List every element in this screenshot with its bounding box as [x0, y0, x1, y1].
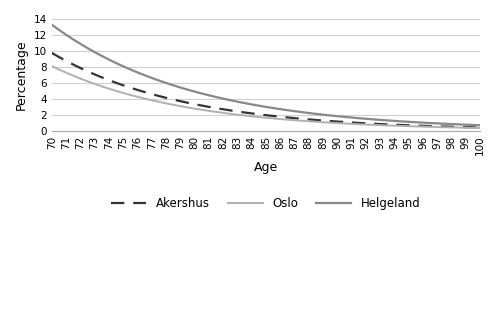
Akershus [437, 124, 443, 128]
Y-axis label: Percentage: Percentage [15, 39, 28, 110]
Helgeland [410, 120, 416, 124]
Helgeland [302, 111, 308, 114]
X-axis label: Age: Age [254, 161, 278, 174]
Akershus [48, 51, 54, 55]
Oslo [302, 119, 308, 123]
Helgeland [311, 112, 317, 116]
Legend: Akershus, Oslo, Helgeland: Akershus, Oslo, Helgeland [106, 192, 426, 214]
Line: Akershus: Akershus [52, 53, 480, 127]
Oslo [437, 125, 443, 129]
Akershus [477, 125, 483, 129]
Akershus [302, 117, 308, 121]
Akershus [50, 52, 56, 56]
Oslo [477, 126, 483, 130]
Line: Oslo: Oslo [52, 66, 480, 128]
Akershus [311, 118, 317, 122]
Akershus [304, 117, 310, 121]
Oslo [50, 65, 56, 69]
Oslo [410, 124, 416, 128]
Helgeland [48, 23, 54, 27]
Helgeland [477, 123, 483, 127]
Line: Helgeland: Helgeland [52, 25, 480, 125]
Akershus [410, 124, 416, 127]
Oslo [304, 119, 310, 123]
Oslo [311, 120, 317, 124]
Helgeland [50, 24, 56, 28]
Helgeland [304, 111, 310, 115]
Helgeland [437, 122, 443, 125]
Oslo [48, 64, 54, 68]
